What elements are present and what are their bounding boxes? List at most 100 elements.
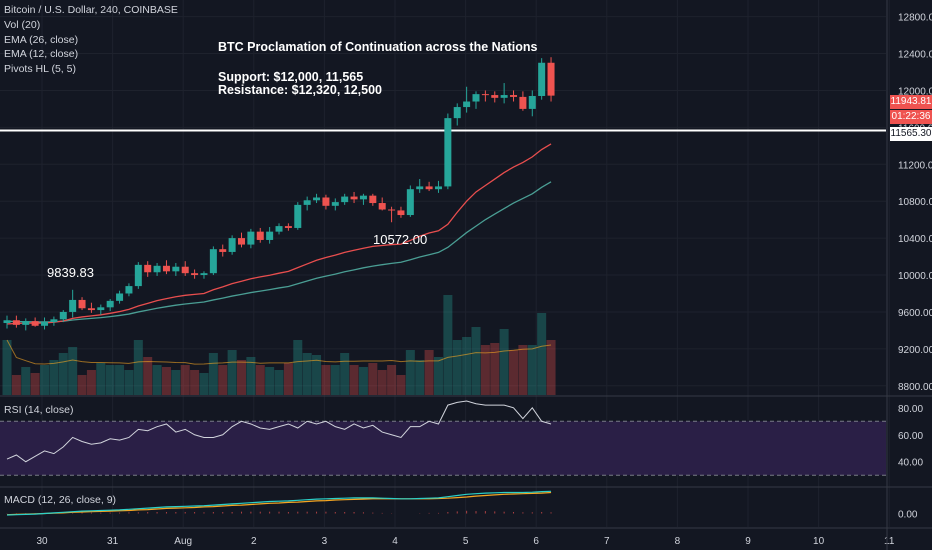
candle-body (134, 264, 142, 287)
symbol-title[interactable]: Bitcoin / U.S. Dollar, 240, COINBASE (4, 4, 178, 16)
volume-bar (368, 363, 378, 395)
macd-hist-bar (175, 512, 177, 514)
candle-body (50, 319, 58, 323)
candle-body (510, 95, 518, 97)
candle-body (284, 226, 292, 228)
macd-hist-bar (128, 512, 130, 514)
candle-body (472, 94, 480, 102)
candle-body (369, 195, 377, 204)
volume-bar (321, 365, 331, 395)
rsi-pane-label[interactable]: RSI (14, close) (4, 404, 74, 416)
legend-ema26[interactable]: EMA (26, close) (4, 33, 79, 46)
macd-hist-bar (513, 512, 515, 514)
macd-hist-bar (306, 511, 308, 514)
candle-body (125, 286, 133, 294)
legend-pivots[interactable]: Pivots HL (5, 5) (4, 63, 76, 76)
macd-signal-line (6, 491, 552, 516)
volume-bar (105, 365, 115, 395)
price-tick-label: 10800.00 (898, 197, 932, 208)
candle-body (219, 249, 227, 252)
macd-hist-bar (372, 512, 374, 514)
candle-body (416, 186, 424, 190)
volume-bar (11, 375, 21, 395)
volume-bar (40, 365, 50, 395)
candle-body (97, 307, 105, 311)
volume-bar (190, 370, 200, 395)
candle-body (22, 321, 30, 325)
pivot-high-label: 9839.83 (47, 265, 94, 280)
candle-body (406, 189, 414, 216)
macd-hist-bar (447, 512, 449, 514)
macd-hist-bar (297, 511, 299, 514)
volume-bar (480, 345, 490, 395)
price-tick-label: 12800.00 (898, 13, 932, 24)
volume-bar (237, 360, 246, 395)
candle-body (12, 320, 20, 325)
volume-bar (30, 373, 40, 395)
candle-body (294, 204, 302, 228)
volume-bar (171, 370, 181, 395)
volume-bar (358, 367, 368, 395)
macd-hist-bar (278, 511, 280, 514)
annotation-title: BTC Proclamation of Continuation across … (218, 40, 538, 54)
volume-bar (246, 357, 256, 395)
volume-bar (499, 329, 509, 395)
macd-pane-label[interactable]: MACD (12, 26, close, 9) (4, 494, 117, 506)
time-tick-label: 30 (36, 536, 48, 547)
rsi-tick-label: 40.00 (898, 458, 923, 469)
macd-hist-bar (222, 512, 224, 514)
time-tick-label: 5 (463, 536, 469, 547)
macd-hist-bar (165, 512, 167, 514)
time-tick-label: 4 (392, 536, 398, 547)
time-tick-label: 31 (107, 536, 119, 547)
macd-hist-bar (156, 512, 158, 514)
time-tick-label: 3 (322, 536, 328, 547)
candle-body (331, 202, 339, 206)
indicator-legend: Bitcoin / U.S. Dollar, 240, COINBASE Vol… (4, 3, 178, 77)
macd-hist-bar (231, 512, 233, 514)
price-tick-label: 11200.00 (898, 160, 932, 171)
volume-bar (340, 353, 350, 395)
pivot-low-label: 10572.00 (373, 232, 428, 247)
candle-body (87, 308, 95, 311)
volume-bar (283, 363, 293, 395)
legend-ema12[interactable]: EMA (12, close) (4, 48, 79, 61)
volume-bar (265, 367, 275, 395)
volume-bar (115, 365, 125, 395)
legend-vol[interactable]: Vol (20) (4, 18, 41, 31)
macd-hist-bar (344, 512, 346, 514)
volume-bar (405, 350, 415, 395)
candle-body (200, 273, 208, 276)
macd-hist-bar (184, 512, 186, 514)
time-tick-label: 7 (604, 536, 610, 547)
volume-bar (293, 340, 303, 395)
volume-bar (218, 365, 228, 395)
candle-body (303, 200, 311, 205)
macd-hist-bar (428, 512, 430, 514)
candle-body (153, 265, 161, 273)
volume-bar (86, 370, 96, 395)
volume-bar (433, 357, 443, 395)
macd-hist-bar (522, 512, 524, 514)
candle-body (434, 186, 442, 190)
macd-hist-bar (334, 512, 336, 514)
macd-line (6, 490, 552, 516)
macd-hist-bar (147, 512, 149, 514)
macd-hist-bar (72, 512, 74, 514)
ema12-line (6, 143, 552, 325)
macd-hist-bar (316, 511, 318, 514)
volume-bar (387, 365, 397, 395)
volume-bar (349, 365, 359, 395)
candle-body (228, 238, 236, 252)
candle-body (191, 273, 199, 276)
candle-body (341, 196, 349, 203)
macd-hist-bar (437, 512, 439, 514)
candle-body (313, 197, 321, 201)
volume-bar (49, 360, 59, 395)
macd-pane (6, 490, 552, 516)
candle-body (266, 231, 274, 240)
volume-bar (527, 345, 537, 395)
candle-body (238, 238, 245, 245)
